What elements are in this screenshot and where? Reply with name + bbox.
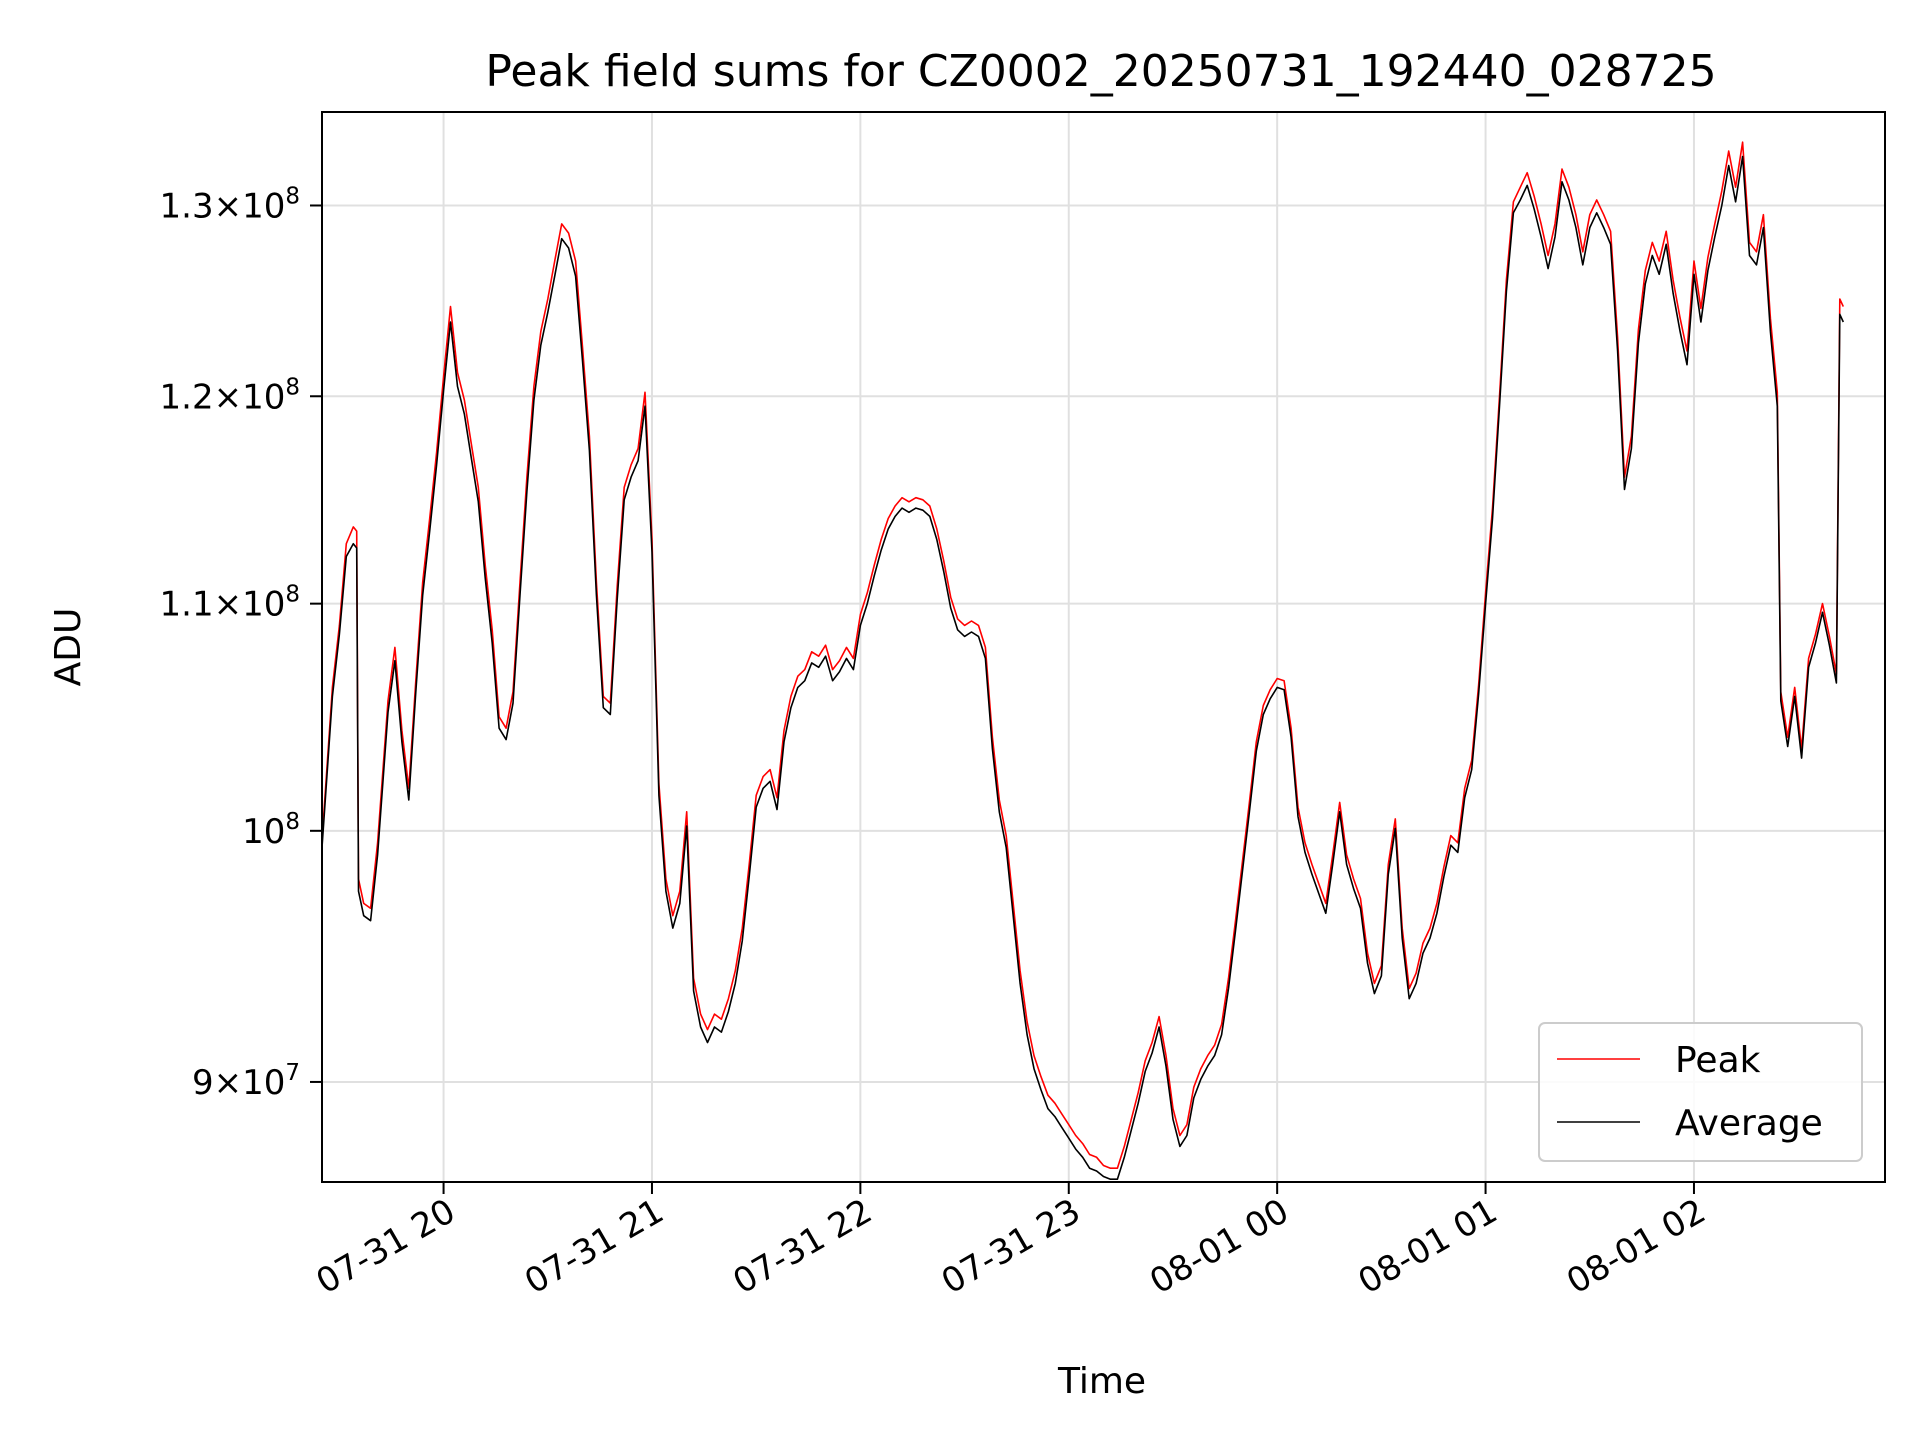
series-average-line (321, 155, 1845, 1180)
series-peak-line (321, 141, 1845, 1169)
plot-frame (321, 111, 1886, 1183)
y-tick-label: 1.2×108 (160, 374, 300, 417)
legend-label-average: Average (1675, 1103, 1823, 1144)
y-tick-label: 9×107 (192, 1060, 300, 1103)
y-axis: 9×107 108 1.1×108 1.2×108 1.3×108 (160, 183, 322, 1103)
y-tick-label: 1.3×108 (160, 183, 300, 226)
series-layer (321, 141, 1845, 1180)
x-axis-label: Time (1057, 1361, 1146, 1402)
legend: Peak Average (1538, 1022, 1863, 1162)
chart-title: Peak field sums for CZ0002_20250731_1924… (485, 46, 1716, 97)
y-tick-label: 1.1×108 (160, 582, 300, 625)
legend-box (1538, 1022, 1863, 1162)
y-axis-label: ADU (48, 608, 89, 687)
legend-label-peak: Peak (1675, 1040, 1761, 1081)
grid (322, 112, 1885, 1182)
y-tick-label: 108 (242, 809, 300, 852)
